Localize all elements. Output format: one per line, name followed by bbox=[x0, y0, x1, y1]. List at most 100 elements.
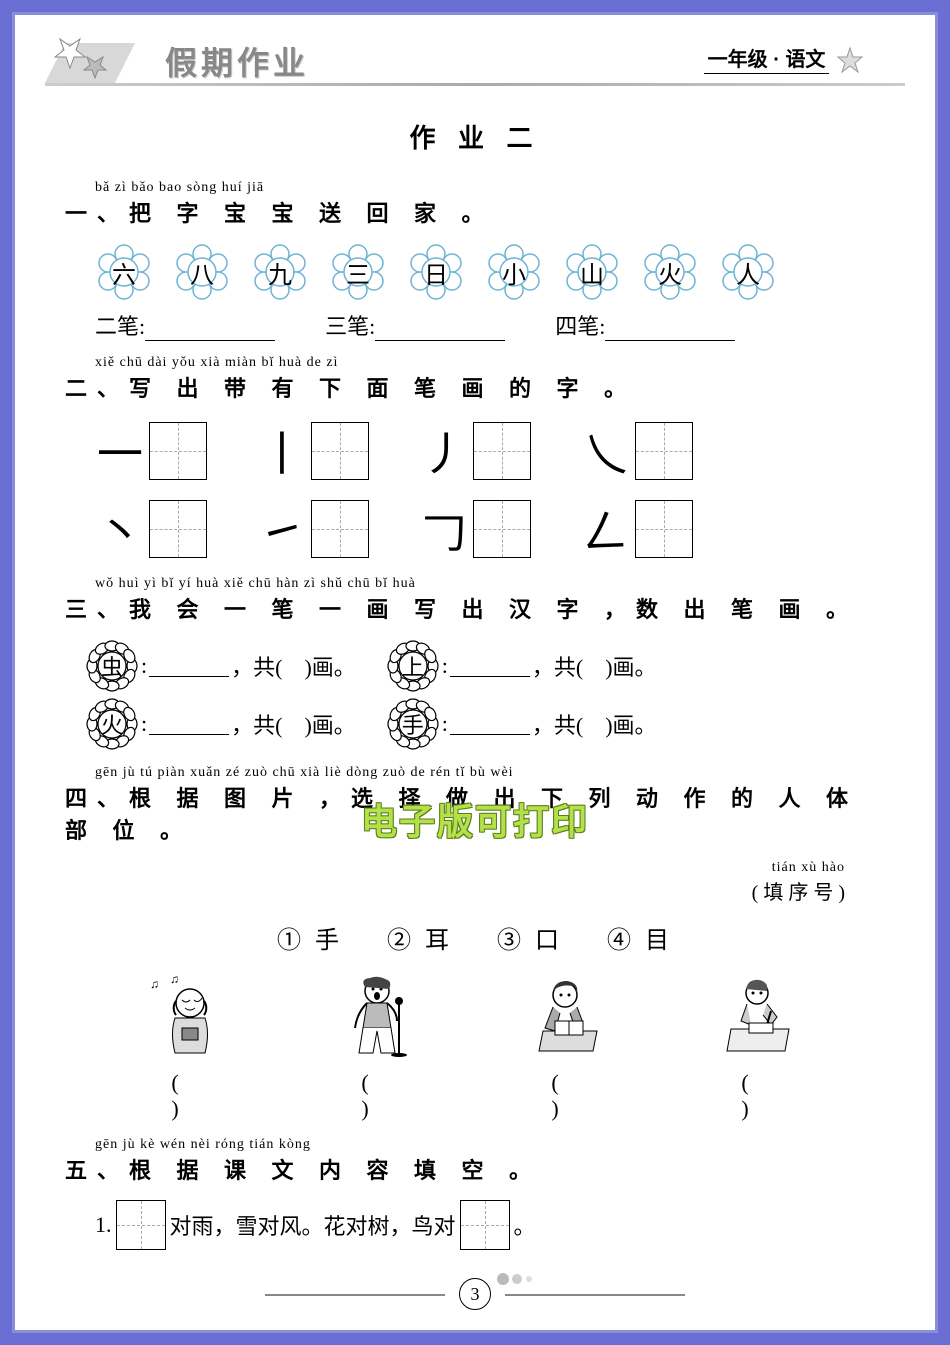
q2-head: xiě chū dài yǒu xià miàn bǐ huà de zì 二、… bbox=[65, 355, 885, 403]
stroke-pair: 一 bbox=[95, 418, 207, 484]
q4-hint: tián xù hào ( 填 序 号 ) bbox=[65, 860, 845, 905]
q5-pinyin: gēn jù kè wén nèi róng tián kòng bbox=[95, 1137, 885, 1153]
q3-item: 上:，共( )画。 bbox=[386, 639, 657, 693]
q1-flowers: 六八九三日小山火人 bbox=[95, 243, 885, 301]
tian-grid[interactable] bbox=[311, 422, 369, 480]
watermark: 电子版可打印 bbox=[361, 793, 589, 845]
q3-item: 火:，共( )画。 bbox=[85, 697, 356, 751]
q5-line1-end: 。 bbox=[514, 1209, 536, 1241]
answer-bracket[interactable]: ( ) bbox=[515, 1070, 625, 1122]
stroke-glyph: 𠃋 bbox=[581, 496, 631, 562]
stroke-pair: 丿 bbox=[419, 418, 531, 484]
sun-flower: 虫 bbox=[85, 639, 139, 693]
tian-grid[interactable] bbox=[149, 500, 207, 558]
flower-char: 小 bbox=[485, 243, 543, 301]
q4-images: ♫♫ bbox=[95, 970, 855, 1060]
stroke-pair: 𠃋 bbox=[581, 496, 693, 562]
fill-grid[interactable] bbox=[460, 1200, 510, 1250]
stroke-glyph: 𠃌 bbox=[419, 496, 469, 562]
q1-head: bǎ zì bǎo bao sòng huí jiā 一、把 字 宝 宝 送 回… bbox=[65, 180, 885, 228]
q5-head: gēn jù kè wén nèi róng tián kòng 五、根 据 课… bbox=[65, 1137, 885, 1185]
answer-bracket[interactable]: ( ) bbox=[705, 1070, 815, 1122]
stroke-pair: 丨 bbox=[257, 418, 369, 484]
q3-item: 虫:，共( )画。 bbox=[85, 639, 356, 693]
q4-img-writing bbox=[705, 970, 815, 1060]
answer-bracket[interactable]: ( ) bbox=[135, 1070, 245, 1122]
q4-hint-text: ( 填 序 号 ) bbox=[65, 876, 845, 905]
content: 作 业 二 bǎ zì bǎo bao sòng huí jiā 一、把 字 宝… bbox=[45, 118, 905, 1250]
q4-option: ② 耳 bbox=[387, 928, 453, 954]
sun-flower: 火 bbox=[85, 697, 139, 751]
tian-grid[interactable] bbox=[635, 500, 693, 558]
fill-grid[interactable] bbox=[116, 1200, 166, 1250]
q3-row1: 虫:，共( )画。上:，共( )画。 bbox=[85, 639, 885, 693]
stroke-glyph: ㇀ bbox=[257, 496, 307, 562]
answer-bracket[interactable]: ( ) bbox=[325, 1070, 435, 1122]
q4-option: ① 手 bbox=[277, 928, 343, 954]
q4-img-reading bbox=[515, 970, 625, 1060]
flower-char: 九 bbox=[251, 243, 309, 301]
q4-option: ④ 目 bbox=[607, 928, 673, 954]
q3-item: 手:，共( )画。 bbox=[386, 697, 657, 751]
page-title: 作 业 二 bbox=[65, 118, 885, 155]
stroke-answer: 二笔: bbox=[95, 309, 275, 341]
main-title: 假期作业 bbox=[165, 38, 309, 84]
flower-char: 人 bbox=[719, 243, 777, 301]
stroke-glyph: 一 bbox=[95, 418, 145, 484]
tian-grid[interactable] bbox=[635, 422, 693, 480]
stroke-pair: ㇀ bbox=[257, 496, 369, 562]
q5-heading: 五、根 据 课 文 内 容 填 空 。 bbox=[65, 1153, 885, 1185]
flower-char: 六 bbox=[95, 243, 153, 301]
stroke-glyph: 丿 bbox=[419, 418, 469, 484]
q2-row1: 一丨丿乀 bbox=[95, 418, 885, 484]
stroke-pair: 𠃌 bbox=[419, 496, 531, 562]
q4-head: gēn jù tú piàn xuǎn zé zuò chū xià liè d… bbox=[65, 765, 885, 845]
tian-grid[interactable] bbox=[149, 422, 207, 480]
header: 假期作业 一年级 · 语文 bbox=[45, 33, 905, 103]
blank-line[interactable] bbox=[450, 713, 530, 735]
blank-line[interactable] bbox=[145, 317, 275, 341]
stroke-pair: 丶 bbox=[95, 496, 207, 562]
tian-grid[interactable] bbox=[473, 422, 531, 480]
grade-subject: 一年级 · 语文 bbox=[704, 43, 865, 76]
q4-img-singing bbox=[325, 970, 435, 1060]
q3-heading: 三、我 会 一 笔 一 画 写 出 汉 字 ，数 出 笔 画 。 bbox=[65, 592, 885, 624]
tian-grid[interactable] bbox=[311, 500, 369, 558]
q1-answers: 二笔:三笔:四笔: bbox=[95, 309, 885, 341]
subject-text: 语文 bbox=[785, 49, 825, 71]
svg-text:♫: ♫ bbox=[170, 973, 179, 986]
flower-char: 山 bbox=[563, 243, 621, 301]
q3-pinyin: wǒ huì yì bǐ yí huà xiě chū hàn zì shǔ c… bbox=[95, 576, 885, 592]
tian-grid[interactable] bbox=[473, 500, 531, 558]
stroke-glyph: 丨 bbox=[257, 418, 307, 484]
q3-row2: 火:，共( )画。手:，共( )画。 bbox=[85, 697, 885, 751]
sun-flower: 手 bbox=[386, 697, 440, 751]
blank-line[interactable] bbox=[375, 317, 505, 341]
q1-pinyin: bǎ zì bǎo bao sòng huí jiā bbox=[95, 180, 885, 196]
q4-pinyin: gēn jù tú piàn xuǎn zé zuò chū xià liè d… bbox=[95, 765, 885, 781]
q5-line1-text: 对雨，雪对风。花对树，鸟对 bbox=[170, 1209, 456, 1241]
blank-line[interactable] bbox=[605, 317, 735, 341]
sun-flower: 上 bbox=[386, 639, 440, 693]
flower-char: 日 bbox=[407, 243, 465, 301]
q5-line1-num: 1. bbox=[95, 1212, 112, 1238]
page-frame: 假期作业 一年级 · 语文 作 业 二 bǎ zì bǎo bao sòng h… bbox=[12, 12, 938, 1333]
header-rule bbox=[45, 83, 905, 86]
blank-line[interactable] bbox=[149, 655, 229, 677]
q3-head: wǒ huì yì bǐ yí huà xiě chū hàn zì shǔ c… bbox=[65, 576, 885, 624]
corner-star-icon bbox=[835, 46, 865, 76]
flower-char: 八 bbox=[173, 243, 231, 301]
page-number: 3 bbox=[459, 1278, 491, 1310]
blank-line[interactable] bbox=[450, 655, 530, 677]
stroke-answer: 四笔: bbox=[555, 309, 735, 341]
q2-row2: 丶 ㇀ 𠃌 𠃋 bbox=[95, 496, 885, 562]
blank-line[interactable] bbox=[149, 713, 229, 735]
q4-img-listening: ♫♫ bbox=[135, 970, 245, 1060]
q5-line1: 1. 对雨，雪对风。花对树，鸟对 。 bbox=[95, 1200, 885, 1250]
grade-text: 一年级 bbox=[708, 49, 768, 71]
q2-heading: 二、写 出 带 有 下 面 笔 画 的 字 。 bbox=[65, 371, 885, 403]
q4-options: ① 手② 耳③ 口④ 目 bbox=[65, 920, 885, 955]
stroke-glyph: 丶 bbox=[95, 496, 145, 562]
stroke-glyph: 乀 bbox=[581, 418, 631, 484]
q4-hint-pinyin: tián xù hào bbox=[65, 860, 845, 876]
